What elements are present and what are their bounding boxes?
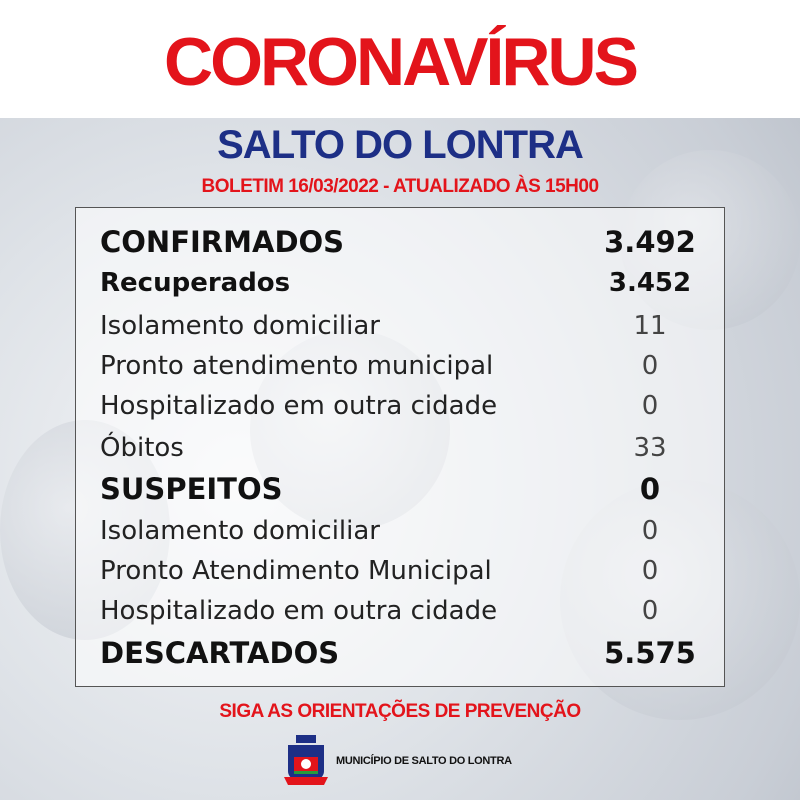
stat-value: 5.575 [604, 636, 696, 670]
stat-label: Hospitalizado em outra cidade [100, 596, 498, 626]
stat-label: Hospitalizado em outra cidade [100, 391, 498, 421]
stats-row: Hospitalizado em outra cidade 0 [100, 386, 700, 426]
stat-label: Óbitos [100, 433, 184, 463]
stats-row: Pronto Atendimento Municipal 0 [100, 551, 700, 591]
stat-label: SUSPEITOS [100, 472, 283, 506]
stat-label: Recuperados [100, 268, 291, 298]
stat-value: 33 [633, 433, 667, 463]
stats-row: Recuperados 3.452 [100, 263, 700, 303]
stat-value: 0 [639, 472, 661, 506]
stat-value: 0 [641, 596, 659, 626]
stats-row: Isolamento domiciliar 0 [100, 511, 700, 551]
stats-row: Óbitos 33 [100, 428, 700, 468]
stat-value: 0 [641, 556, 659, 586]
stat-label: DESCARTADOS [100, 636, 340, 670]
stats-row: Isolamento domiciliar 11 [100, 306, 700, 346]
stat-label: Pronto atendimento municipal [100, 351, 494, 381]
stat-value: 3.492 [604, 225, 696, 259]
stat-value: 0 [641, 516, 659, 546]
title: CORONAVÍRUS [164, 24, 639, 100]
stats-table: CONFIRMADOS 3.492 Recuperados 3.452 Isolamen… [75, 207, 725, 687]
stat-label: CONFIRMADOS [100, 225, 345, 259]
stat-value: 0 [641, 351, 659, 381]
city-name: SALTO DO LONTRA [217, 123, 584, 167]
stats-row: CONFIRMADOS 3.492 [100, 222, 700, 262]
municipality-name: MUNICÍPIO DE SALTO DO LONTRA [336, 755, 512, 767]
stats-row: DESCARTADOS 5.575 [100, 633, 700, 673]
stats-row: Pronto atendimento municipal 0 [100, 346, 700, 386]
prevention-slogan: SIGA AS ORIENTAÇÕES DE PREVENÇÃO [219, 701, 581, 722]
stats-row: SUSPEITOS 0 [100, 469, 700, 509]
title-band [0, 0, 800, 118]
stat-label: Isolamento domiciliar [100, 516, 380, 546]
stat-label: Pronto Atendimento Municipal [100, 556, 492, 586]
stats-row: Hospitalizado em outra cidade 0 [100, 591, 700, 631]
stat-label: Isolamento domiciliar [100, 311, 380, 341]
bulletin-date: BOLETIM 16/03/2022 - ATUALIZADO ÀS 15H00 [201, 176, 599, 197]
stat-value: 3.452 [608, 268, 692, 298]
municipal-coat-of-arms-logo [284, 735, 328, 785]
stat-value: 11 [633, 311, 667, 341]
stat-value: 0 [641, 391, 659, 421]
